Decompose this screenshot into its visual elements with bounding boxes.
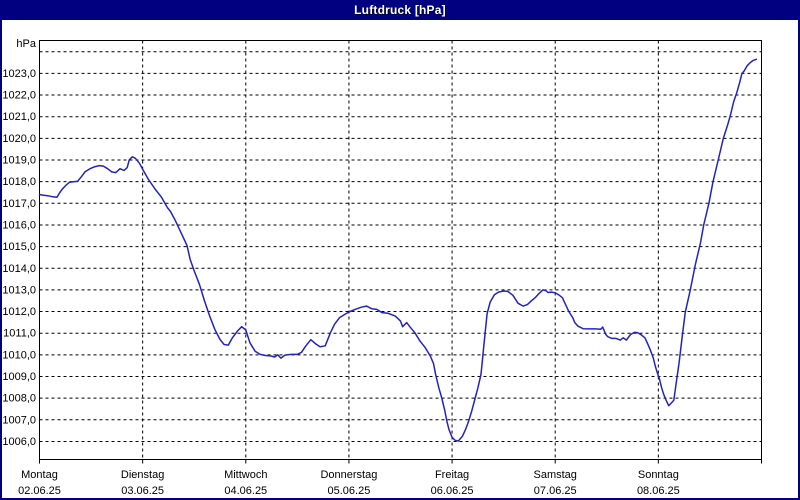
x-tick-date: 02.06.25 [18,485,61,497]
x-tick-weekday: Montag [21,469,58,481]
y-tick-label: 1009,0 [2,371,36,383]
y-tick-label: 1014,0 [2,263,36,275]
y-tick-label: 1010,0 [2,349,36,361]
x-tick-date: 08.06.25 [637,485,680,497]
chart-area [2,20,798,498]
y-tick-label: 1011,0 [3,328,36,340]
x-tick-date: 06.06.25 [431,485,474,497]
window-title: Luftdruck [hPa] [354,3,446,17]
x-tick-weekday: Mittwoch [224,469,267,481]
y-tick-label: 1015,0 [2,241,36,253]
y-tick-label: 1021,0 [2,111,36,123]
x-tick-date: 07.06.25 [534,485,577,497]
x-tick-weekday: Sonntag [638,469,679,481]
x-tick-date: 03.06.25 [121,485,164,497]
y-tick-label: 1020,0 [2,133,36,145]
x-tick-date: 04.06.25 [224,485,267,497]
pressure-line [38,58,758,442]
y-tick-label: 1013,0 [2,284,36,296]
y-tick-label: 1022,0 [2,90,36,102]
x-tick-weekday: Freitag [435,469,469,481]
y-tick-label: 1012,0 [2,306,36,318]
x-tick-weekday: Donnerstag [320,469,377,481]
y-tick-label: 1019,0 [2,155,36,167]
y-tick-label: 1016,0 [2,219,36,231]
y-tick-label: 1023,0 [2,68,36,80]
y-tick-label: 1008,0 [2,393,36,405]
y-tick-label: 1006,0 [2,436,36,448]
plot-border [39,40,762,460]
x-tick-weekday: Samstag [534,469,577,481]
x-tick-date: 05.06.25 [328,485,371,497]
y-axis-unit-label: hPa [16,38,36,50]
y-tick-label: 1017,0 [2,198,36,210]
y-tick-label: 1018,0 [2,176,36,188]
x-tick-weekday: Dienstag [121,469,164,481]
y-tick-label: 1007,0 [2,414,36,426]
title-bar: Luftdruck [hPa] [0,0,800,20]
